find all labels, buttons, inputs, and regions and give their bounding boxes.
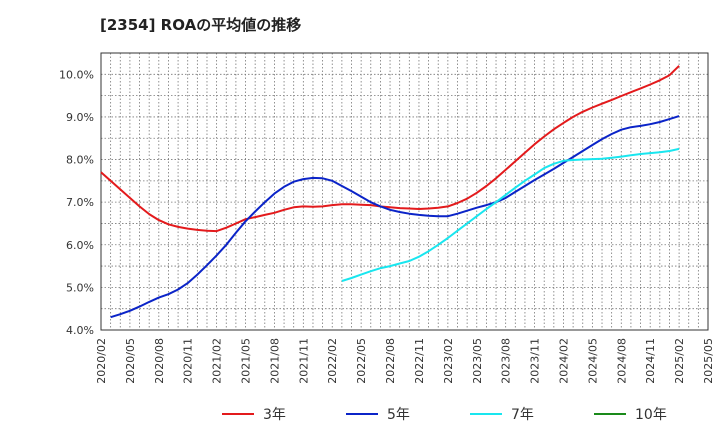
- x-tick-label: 2025/02: [673, 338, 686, 384]
- x-tick-label: 2023/02: [442, 338, 455, 384]
- legend-label: 5年: [387, 407, 410, 423]
- x-tick-label: 2022/05: [355, 338, 368, 384]
- x-tick-label: 2020/11: [182, 338, 195, 384]
- chart-title: [2354] ROAの平均値の推移: [100, 16, 302, 34]
- x-tick-label: 2022/11: [413, 338, 426, 384]
- y-tick-label: 10.0%: [59, 68, 94, 81]
- series-line: [100, 65, 680, 233]
- x-tick-label: 2021/08: [268, 338, 281, 384]
- x-tick-label: 2021/05: [240, 338, 253, 384]
- y-tick-label: 6.0%: [66, 239, 94, 252]
- x-tick-label: 2024/02: [557, 338, 570, 384]
- series-line: [341, 147, 680, 282]
- y-tick-label: 8.0%: [66, 154, 94, 167]
- x-tick-label: 2023/08: [500, 338, 513, 384]
- legend-label: 7年: [511, 407, 534, 423]
- legend-label: 3年: [263, 407, 286, 423]
- x-tick-label: 2021/11: [297, 338, 310, 384]
- x-tick-label: 2020/08: [153, 338, 166, 384]
- series-line: [110, 115, 680, 319]
- x-tick-label: 2022/02: [326, 338, 339, 384]
- plot-area: [101, 53, 708, 330]
- x-tick-label: 2025/05: [702, 338, 715, 384]
- y-tick-label: 7.0%: [66, 196, 94, 209]
- x-tick-label: 2023/05: [471, 338, 484, 384]
- legend-label: 10年: [635, 407, 667, 423]
- x-tick-label: 2024/11: [644, 338, 657, 384]
- x-tick-label: 2024/08: [615, 338, 628, 384]
- x-tick-label: 2020/05: [124, 338, 137, 384]
- y-tick-label: 5.0%: [66, 281, 94, 294]
- x-tick-label: 2023/11: [529, 338, 542, 384]
- x-tick-label: 2020/02: [95, 338, 108, 384]
- y-tick-label: 4.0%: [66, 324, 94, 337]
- x-tick-label: 2022/08: [384, 338, 397, 384]
- x-tick-label: 2024/05: [586, 338, 599, 384]
- y-tick-label: 9.0%: [66, 111, 94, 124]
- plot-frame: [100, 52, 709, 331]
- x-tick-label: 2021/02: [211, 338, 224, 384]
